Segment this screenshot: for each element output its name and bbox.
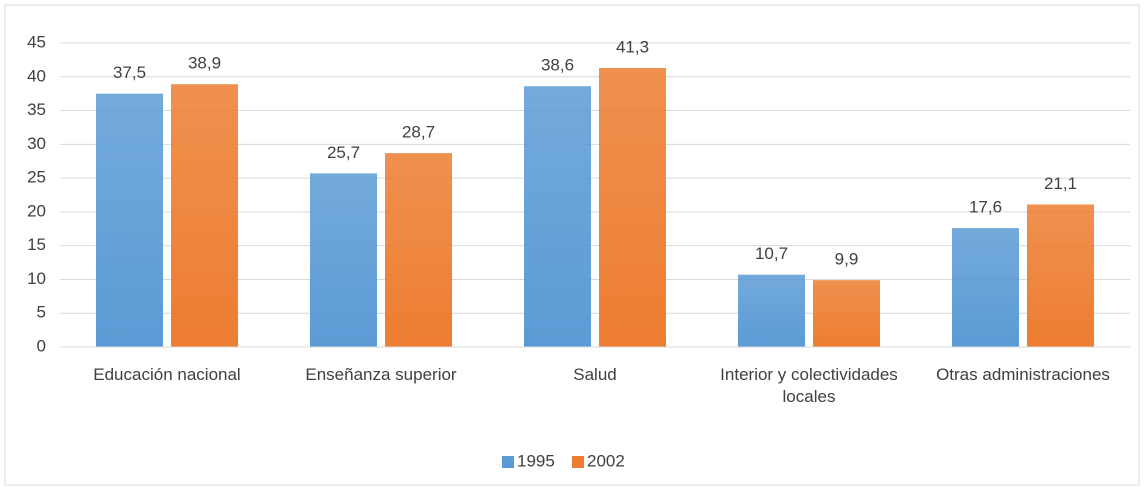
legend-label: 2002 (587, 451, 625, 470)
data-label: 9,9 (835, 250, 859, 269)
y-tick-label: 45 (27, 32, 46, 51)
bar (1027, 204, 1094, 347)
bar (96, 93, 163, 348)
data-label: 21,1 (1044, 174, 1077, 193)
x-tick-label: Enseñanza superior (305, 365, 457, 384)
bar (813, 280, 880, 347)
y-tick-label: 0 (37, 336, 46, 355)
y-tick-label: 35 (27, 100, 46, 119)
bar (738, 274, 805, 347)
y-tick-label: 15 (27, 235, 46, 254)
y-tick-label: 40 (27, 66, 46, 85)
data-label: 28,7 (402, 123, 435, 142)
bar (310, 173, 377, 347)
data-label: 38,6 (541, 56, 574, 75)
data-label: 37,5 (113, 63, 146, 82)
x-tick-label: Interior y colectividades locales (720, 365, 898, 406)
x-tick-label: Salud (573, 365, 617, 384)
data-label: 38,9 (188, 54, 221, 73)
data-label: 25,7 (327, 143, 360, 162)
x-tick-label: Educación nacional (93, 365, 241, 384)
x-tick-label: Otras administraciones (936, 365, 1110, 384)
y-tick-label: 30 (27, 134, 46, 153)
y-tick-label: 20 (27, 201, 46, 220)
y-tick-label: 5 (37, 303, 46, 322)
bar (385, 153, 452, 347)
bar (599, 67, 666, 348)
bar (524, 86, 591, 347)
data-label: 41,3 (616, 37, 649, 56)
data-label: 17,6 (969, 198, 1002, 217)
legend-swatch (502, 456, 514, 468)
legend-swatch (572, 456, 584, 468)
legend-label: 1995 (517, 451, 555, 470)
y-tick-label: 25 (27, 168, 46, 187)
y-tick-label: 10 (27, 269, 46, 288)
bar (171, 84, 238, 347)
bar (952, 228, 1019, 347)
data-label: 10,7 (755, 244, 788, 263)
